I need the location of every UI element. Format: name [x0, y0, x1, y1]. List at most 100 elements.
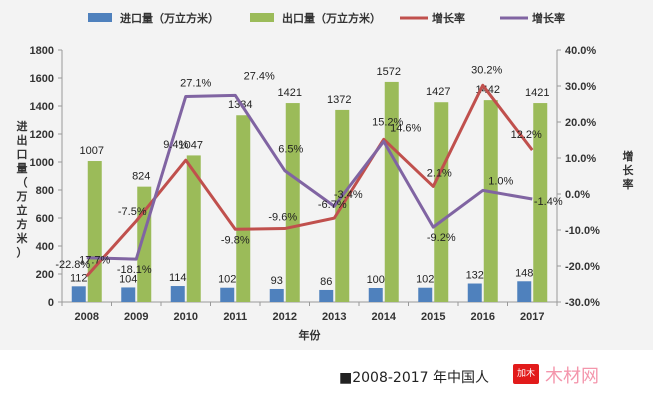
import-bar-label: 102 — [416, 274, 434, 286]
x-tick-label: 2015 — [421, 311, 445, 323]
y-axis-title-char: 万 — [16, 190, 28, 203]
legend-label: 进口量（万立方米） — [120, 11, 219, 25]
y2-tick-label: 20.0% — [565, 117, 596, 129]
x-axis-title: 年份 — [299, 328, 322, 342]
chart-area: 0 200 400 600 800 1000 1200 1400 1600 1800 -30.0% -… — [0, 0, 653, 350]
figure-caption: ■2008-2017 年中国人 — [339, 370, 489, 386]
y-axis-title-char: 量 — [17, 162, 28, 175]
growth-line-purple — [86, 93, 533, 261]
import-bar-label: 132 — [466, 270, 484, 282]
red-line-label: 30.2% — [471, 64, 502, 76]
import-bar — [121, 287, 136, 302]
red-line-label: -9.8% — [221, 234, 250, 246]
import-bar — [269, 288, 284, 302]
y-tick-label: 1400 — [30, 101, 54, 113]
legend-label: 增长率 — [532, 11, 565, 25]
y2-tick-label: 40.0% — [565, 45, 596, 57]
purple-line-label: -1.4% — [534, 196, 563, 208]
y2-tick-label: 10.0% — [565, 153, 596, 165]
purple-line-label: -3.4% — [334, 189, 363, 201]
import-bar — [517, 281, 532, 302]
y2-axis-title-char: 率 — [623, 177, 634, 191]
purple-line-label: 1.0% — [488, 175, 513, 187]
export-bar — [434, 102, 449, 302]
legend-label: 增长率 — [432, 11, 465, 25]
y-axis-title-char: 方 — [17, 217, 28, 231]
legend-swatch — [250, 13, 274, 22]
export-bar-label: 824 — [132, 171, 150, 183]
x-tick-label: 2008 — [75, 311, 99, 323]
y2-axis-title-char: 长 — [623, 163, 635, 177]
red-line-label: 2.1% — [427, 167, 452, 179]
watermark-text: 木材网 — [545, 366, 599, 387]
growth-line-red — [85, 83, 534, 278]
red-line-label: -7.5% — [118, 206, 147, 218]
import-bar-label: 114 — [169, 272, 187, 284]
export-bar — [186, 155, 201, 302]
purple-line-label: 6.5% — [278, 144, 303, 156]
y-tick-label: 1800 — [30, 45, 54, 57]
y2-tick-label: 30.0% — [565, 81, 596, 93]
y-tick-label: 0 — [48, 297, 54, 309]
import-bar-label: 93 — [271, 275, 283, 287]
x-tick-label: 2011 — [223, 311, 247, 323]
import-bar — [71, 286, 86, 302]
red-line-label: 9.4% — [163, 139, 188, 151]
y-axis-title-char: 口 — [17, 148, 28, 161]
x-tick-label: 2017 — [520, 311, 544, 323]
purple-line-label: 17.7% — [79, 255, 110, 267]
export-bar — [236, 115, 251, 303]
y-axis-title-char: 出 — [17, 133, 28, 147]
import-bar — [319, 289, 334, 302]
purple-line-label: 14.6% — [390, 122, 421, 134]
y2-tick-label: 0.0% — [565, 189, 590, 201]
import-bar-label: 112 — [70, 272, 88, 284]
red-line-label: 15.2% — [372, 116, 403, 128]
y-tick-label: 800 — [36, 185, 54, 197]
y-tick-label: 200 — [36, 269, 54, 281]
import-bar — [170, 286, 185, 302]
y-tick-label: 1600 — [30, 73, 54, 85]
y2-tick-label: -20.0% — [565, 261, 600, 273]
purple-line-label: -9.2% — [427, 232, 456, 244]
x-tick-label: 2016 — [471, 311, 495, 323]
red-line-label: -6.7% — [318, 199, 347, 211]
import-bar — [220, 287, 235, 302]
x-tick-label: 2014 — [372, 311, 397, 323]
y-tick-label: 400 — [36, 241, 54, 253]
y-tick-label: 600 — [36, 213, 54, 225]
legend-label: 出口量（万立方米） — [282, 11, 381, 25]
x-tick-label: 2009 — [124, 311, 148, 323]
legend-swatch — [88, 13, 112, 22]
red-line-label: -9.6% — [268, 212, 297, 224]
red-line-label: 12.2% — [511, 129, 542, 141]
export-bar — [483, 100, 498, 303]
purple-line-label: 27.4% — [244, 70, 275, 82]
x-tick-label: 2013 — [322, 311, 346, 323]
watermark-badge: 加木 — [513, 364, 539, 384]
export-bar-label: 1421 — [278, 87, 302, 99]
y-axis-title-char: ） — [17, 246, 28, 259]
chart-svg: 0 200 400 600 800 1000 1200 1400 1600 1800 -30.0% -… — [16, 11, 635, 342]
y2-axis-title-char: 增 — [623, 149, 634, 163]
export-bar — [384, 81, 399, 302]
import-bar-label: 86 — [320, 276, 332, 288]
export-bar-label: 1372 — [327, 94, 351, 106]
y-axis-title-char: 米 — [16, 231, 29, 245]
export-bar — [285, 103, 300, 302]
purple-line-label: -18.1% — [117, 264, 152, 276]
export-bar-label: 1421 — [525, 87, 549, 99]
export-bar — [533, 103, 548, 302]
x-tick-label: 2012 — [273, 311, 297, 323]
y-axis-title-char: （ — [17, 176, 28, 189]
y2-tick-label: -10.0% — [565, 225, 600, 237]
export-bar — [87, 161, 102, 302]
y2-tick-label: -30.0% — [565, 297, 600, 309]
export-bar-label: 1007 — [80, 145, 104, 157]
import-bar-label: 100 — [367, 274, 385, 286]
red-line-label: -22.8% — [55, 259, 90, 271]
export-bar-label: 1427 — [426, 86, 450, 98]
purple-line-label: 27.1% — [180, 77, 211, 89]
export-bar-label: 1572 — [377, 66, 401, 78]
import-bar-label: 102 — [218, 274, 236, 286]
